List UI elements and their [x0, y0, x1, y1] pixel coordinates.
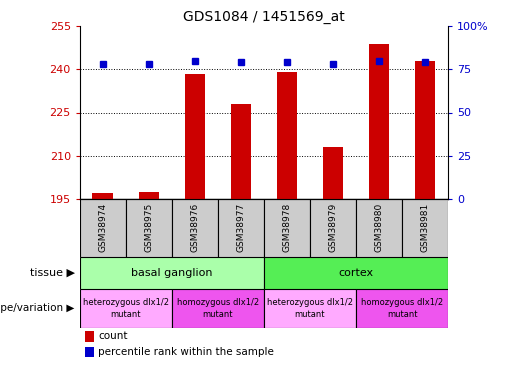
Bar	[80, 199, 126, 257]
Text: heterozygous dlx1/2
mutant: heterozygous dlx1/2 mutant	[83, 298, 169, 319]
Bar	[369, 44, 389, 199]
Text: GSM38980: GSM38980	[374, 203, 384, 252]
Bar	[402, 199, 448, 257]
Text: homozygous dlx1/2
mutant: homozygous dlx1/2 mutant	[361, 298, 443, 319]
Bar	[322, 147, 344, 199]
Bar	[93, 193, 113, 199]
Bar	[264, 199, 310, 257]
Bar	[356, 289, 448, 328]
Text: percentile rank within the sample: percentile rank within the sample	[98, 347, 274, 357]
Text: genotype/variation ▶: genotype/variation ▶	[0, 303, 75, 313]
Text: GSM38975: GSM38975	[144, 203, 153, 252]
Text: heterozygous dlx1/2
mutant: heterozygous dlx1/2 mutant	[267, 298, 353, 319]
Bar	[172, 289, 264, 328]
Bar	[172, 199, 218, 257]
Bar	[80, 289, 172, 328]
Bar	[231, 104, 251, 199]
Bar	[264, 289, 356, 328]
Text: homozygous dlx1/2
mutant: homozygous dlx1/2 mutant	[177, 298, 259, 319]
Bar	[356, 199, 402, 257]
Title: GDS1084 / 1451569_at: GDS1084 / 1451569_at	[183, 10, 345, 24]
Bar	[218, 199, 264, 257]
Text: GSM38979: GSM38979	[329, 203, 337, 252]
Bar	[184, 74, 205, 199]
Bar	[264, 257, 448, 289]
Text: GSM38981: GSM38981	[421, 203, 430, 252]
Text: cortex: cortex	[338, 268, 373, 278]
Text: GSM38978: GSM38978	[282, 203, 291, 252]
Bar	[80, 257, 264, 289]
Bar	[139, 192, 159, 199]
Bar	[310, 199, 356, 257]
Text: GSM38974: GSM38974	[98, 203, 107, 252]
Bar	[277, 72, 297, 199]
Text: GSM38976: GSM38976	[191, 203, 199, 252]
Bar	[126, 199, 172, 257]
Text: count: count	[98, 332, 128, 341]
Text: tissue ▶: tissue ▶	[30, 268, 75, 278]
Bar	[415, 61, 435, 199]
Text: basal ganglion: basal ganglion	[131, 268, 213, 278]
Text: GSM38977: GSM38977	[236, 203, 246, 252]
